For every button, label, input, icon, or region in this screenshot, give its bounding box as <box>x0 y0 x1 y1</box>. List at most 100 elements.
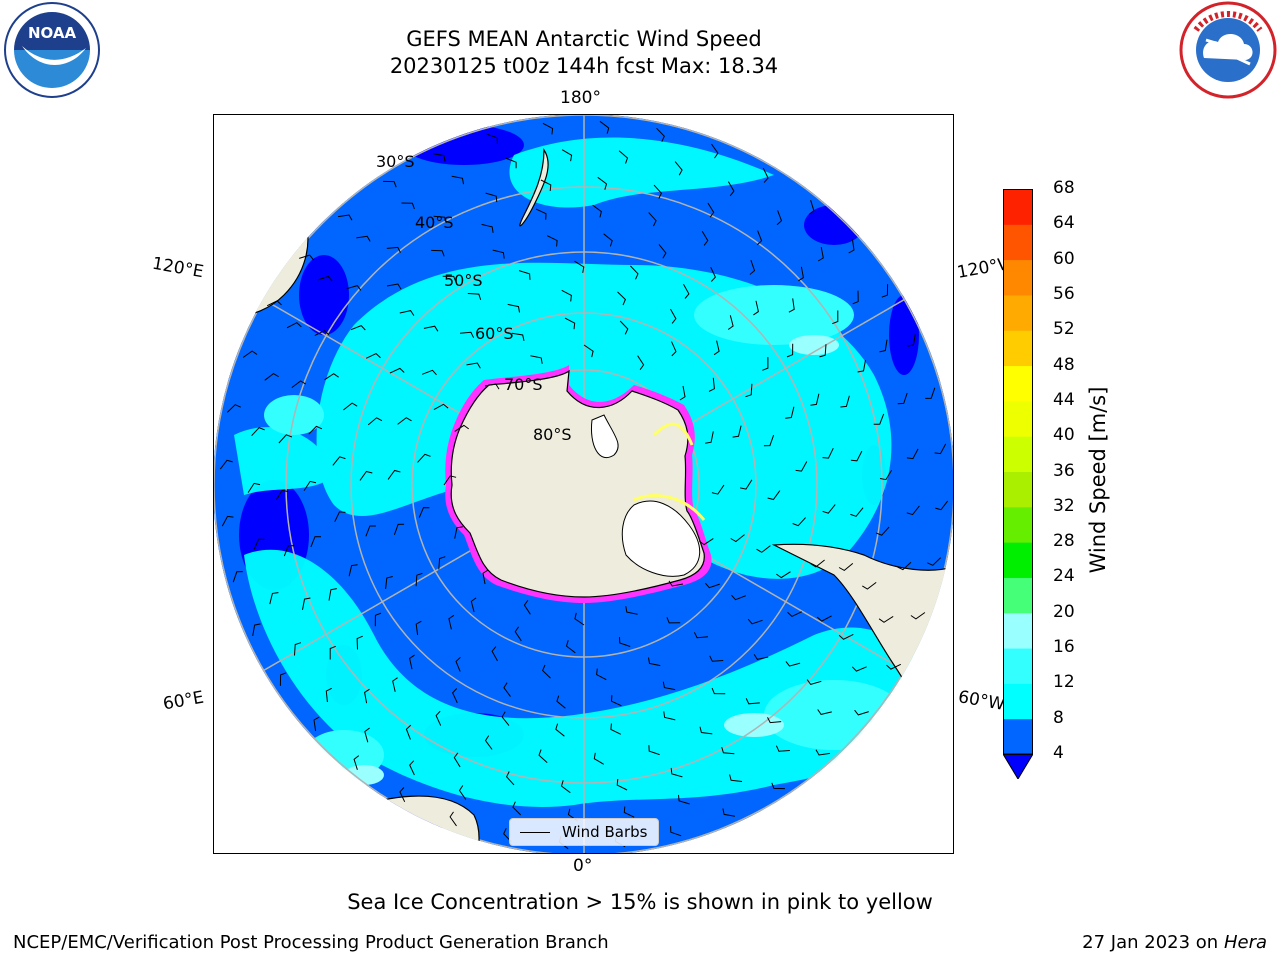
polar-map[interactable] <box>214 115 954 854</box>
wind-barb <box>785 661 801 667</box>
colorbar-tick-label: 16 <box>1053 637 1075 658</box>
colorbar-segment <box>1003 471 1033 508</box>
wind-barb <box>364 727 370 743</box>
wind-barb <box>850 450 863 462</box>
wind-barb <box>451 175 464 185</box>
wind-barb <box>356 235 371 242</box>
wind-barb <box>925 387 936 399</box>
colorbar-under-arrow <box>1003 753 1033 779</box>
wind-barb <box>662 681 676 691</box>
wind-barb <box>484 735 493 750</box>
wind-barb <box>707 202 715 218</box>
wind-barb <box>722 808 735 817</box>
wind-barb <box>283 545 295 557</box>
wind-barb <box>278 434 293 444</box>
wind-barb <box>881 284 889 298</box>
wind-barb <box>458 785 467 800</box>
chart-title: GEFS MEAN Antarctic Wind Speed <box>406 27 762 51</box>
wind-barb <box>275 489 289 501</box>
map-panel[interactable] <box>213 114 954 854</box>
wind-barb <box>699 726 713 735</box>
wind-barb <box>732 425 742 438</box>
wind-barb <box>561 289 572 302</box>
colorbar-segment <box>1003 294 1033 331</box>
colorbar-segment <box>1003 648 1033 684</box>
wind-barb <box>564 317 576 330</box>
wind-barb <box>484 383 500 390</box>
wind-barb <box>625 606 638 615</box>
wind-barb <box>603 233 613 247</box>
wind-barb <box>442 275 457 283</box>
wind-barb <box>756 545 771 553</box>
wind-barb <box>314 330 330 337</box>
colorbar-segment <box>1003 224 1033 261</box>
wind-barb <box>906 448 919 460</box>
wind-barb <box>299 254 314 261</box>
wind-barb <box>365 353 381 359</box>
wind-barb <box>247 482 261 493</box>
wind-barb <box>470 597 477 613</box>
wind-barb <box>313 716 320 731</box>
colorbar-tick-label: 44 <box>1053 389 1075 410</box>
wind-barb <box>359 470 373 481</box>
wind-barb <box>466 362 481 369</box>
colorbar-segment <box>1003 189 1033 225</box>
wind-barb <box>324 373 339 381</box>
wind-barb <box>409 760 415 776</box>
wind-barb <box>852 290 859 305</box>
wind-barb <box>294 642 302 656</box>
sea-ice-note: Sea Ice Concentration > 15% is shown in … <box>347 890 933 914</box>
wind-barb <box>530 355 543 364</box>
wind-barb <box>507 303 520 313</box>
colorbar-segment <box>1003 718 1033 755</box>
wind-barb <box>788 298 795 313</box>
wind-barb <box>795 461 808 472</box>
wind-barb <box>365 525 376 537</box>
lat-label-50s: 50°S <box>444 271 483 290</box>
wind-barb <box>540 179 552 191</box>
colorbar-segment <box>1003 683 1033 720</box>
wind-barb <box>713 340 720 356</box>
lat-label-70s: 70°S <box>504 375 543 394</box>
wind-barb <box>399 310 415 316</box>
wind-barb <box>459 331 475 338</box>
wind-barb <box>538 749 548 763</box>
wind-barb <box>832 310 839 325</box>
wind-barb <box>785 406 795 419</box>
wind-barb <box>399 787 406 803</box>
wind-barb <box>303 480 317 491</box>
wind-barb <box>356 635 363 650</box>
wind-barb <box>431 249 445 257</box>
wind-barb <box>653 184 662 199</box>
wind-barb <box>711 687 726 695</box>
wind-barb <box>503 682 511 697</box>
wind-barb <box>906 505 920 516</box>
wind-barb <box>308 425 323 435</box>
wind-barb <box>291 380 306 388</box>
footer-credit: NCEP/EMC/Verification Post Processing Pr… <box>13 932 609 953</box>
wind-barb <box>873 413 885 425</box>
wind-barb <box>219 459 233 470</box>
wind-barb <box>711 484 725 495</box>
wind-barb <box>350 325 366 331</box>
colorbar-tick-label: 4 <box>1053 743 1064 763</box>
wind-barb <box>346 285 362 291</box>
wind-barb <box>683 284 690 299</box>
wind-barb <box>503 828 512 843</box>
wind-barb <box>775 745 790 752</box>
wind-barb <box>617 291 626 306</box>
wind-barb <box>405 724 412 740</box>
wind-barb <box>364 688 370 704</box>
wind-barb <box>433 403 449 411</box>
wind-barb <box>397 417 412 425</box>
wind-barb <box>749 260 756 275</box>
wind-barb <box>599 120 610 134</box>
colorbar-tick-label: 52 <box>1053 319 1075 340</box>
wind-barb <box>851 666 867 672</box>
wind-barb <box>762 167 769 183</box>
wind-barb <box>401 202 415 210</box>
wind-barb <box>907 334 916 347</box>
wind-barb <box>332 456 346 466</box>
wind-barb <box>727 181 735 197</box>
wind-barb <box>854 709 869 716</box>
